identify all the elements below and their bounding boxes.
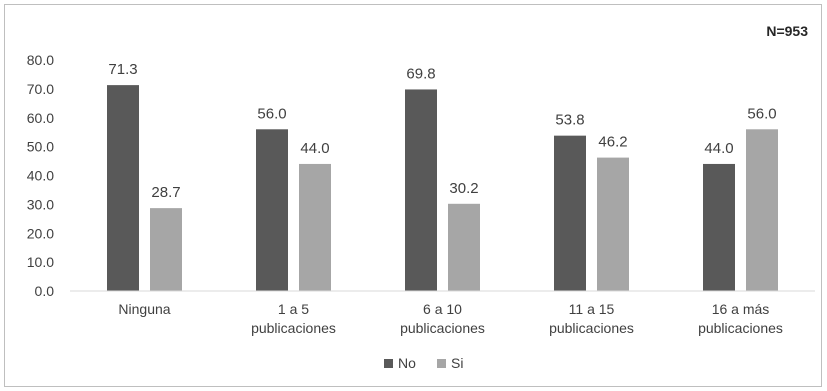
bars: 71.3 28.7 56.0 44.0 69.8 30.2 53.8 46.2 44.0 56.0 [107,61,778,291]
data-label-si-0: 28.7 [151,184,180,201]
x-category-line: Ninguna [118,301,170,317]
y-tick-label: 80.0 [27,52,54,68]
y-tick-label: 10.0 [27,254,54,270]
bar-no-4 [703,163,735,291]
x-category-line: 16 a más [712,301,770,317]
y-tick-label: 30.0 [27,196,54,212]
legend: No Si [384,355,463,371]
data-label-si-1: 44.0 [300,140,329,157]
bar-no-2 [405,89,437,291]
y-tick-label: 50.0 [27,139,54,155]
x-category-line: 1 a 5 [278,301,309,317]
x-category-label-3: 11 a 15 publicaciones [549,301,634,336]
x-category-line: publicaciones [549,320,634,336]
y-axis: 0.0 10.0 20.0 30.0 40.0 50.0 60.0 70.0 80.0 [27,52,54,299]
x-category-label-0: Ninguna [118,301,170,317]
x-category-line: publicaciones [251,320,336,336]
bar-no-3 [554,135,586,291]
bar-si-0 [150,208,182,291]
data-label-no-1: 56.0 [257,105,286,122]
x-category-line: 11 a 15 [569,301,615,317]
data-label-no-2: 69.8 [406,65,435,82]
bar-si-4 [746,129,778,291]
legend-swatch-no [384,359,393,368]
data-label-no-4: 44.0 [704,140,733,157]
x-category-line: publicaciones [698,320,783,336]
bar-si-2 [448,203,480,291]
y-tick-label: 20.0 [27,225,54,241]
data-label-si-2: 30.2 [449,180,478,197]
x-category-line: publicaciones [400,320,485,336]
x-axis: Ninguna 1 a 5 publicaciones 6 a 10 publicaci… [70,290,815,336]
x-category-label-4: 16 a más publicaciones [698,301,783,336]
legend-label-no: No [398,355,416,371]
bar-si-3 [597,157,629,291]
y-tick-label: 70.0 [27,81,54,97]
data-label-si-3: 46.2 [598,134,627,151]
x-category-label-2: 6 a 10 publicaciones [400,301,485,336]
x-category-label-1: 1 a 5 publicaciones [251,301,336,336]
data-label-no-3: 53.8 [555,112,584,129]
x-category-line: 6 a 10 [423,301,462,317]
y-tick-label: 40.0 [27,168,54,184]
data-label-si-4: 56.0 [747,105,776,122]
bar-no-1 [256,129,288,291]
y-tick-label: 60.0 [27,110,54,126]
bar-si-1 [299,163,331,291]
legend-swatch-si [437,359,446,368]
sample-size-annotation: N=953 [766,23,808,39]
y-tick-label: 0.0 [35,283,55,299]
data-label-no-0: 71.3 [108,61,137,78]
legend-label-si: Si [451,355,463,371]
bar-no-0 [107,85,139,291]
